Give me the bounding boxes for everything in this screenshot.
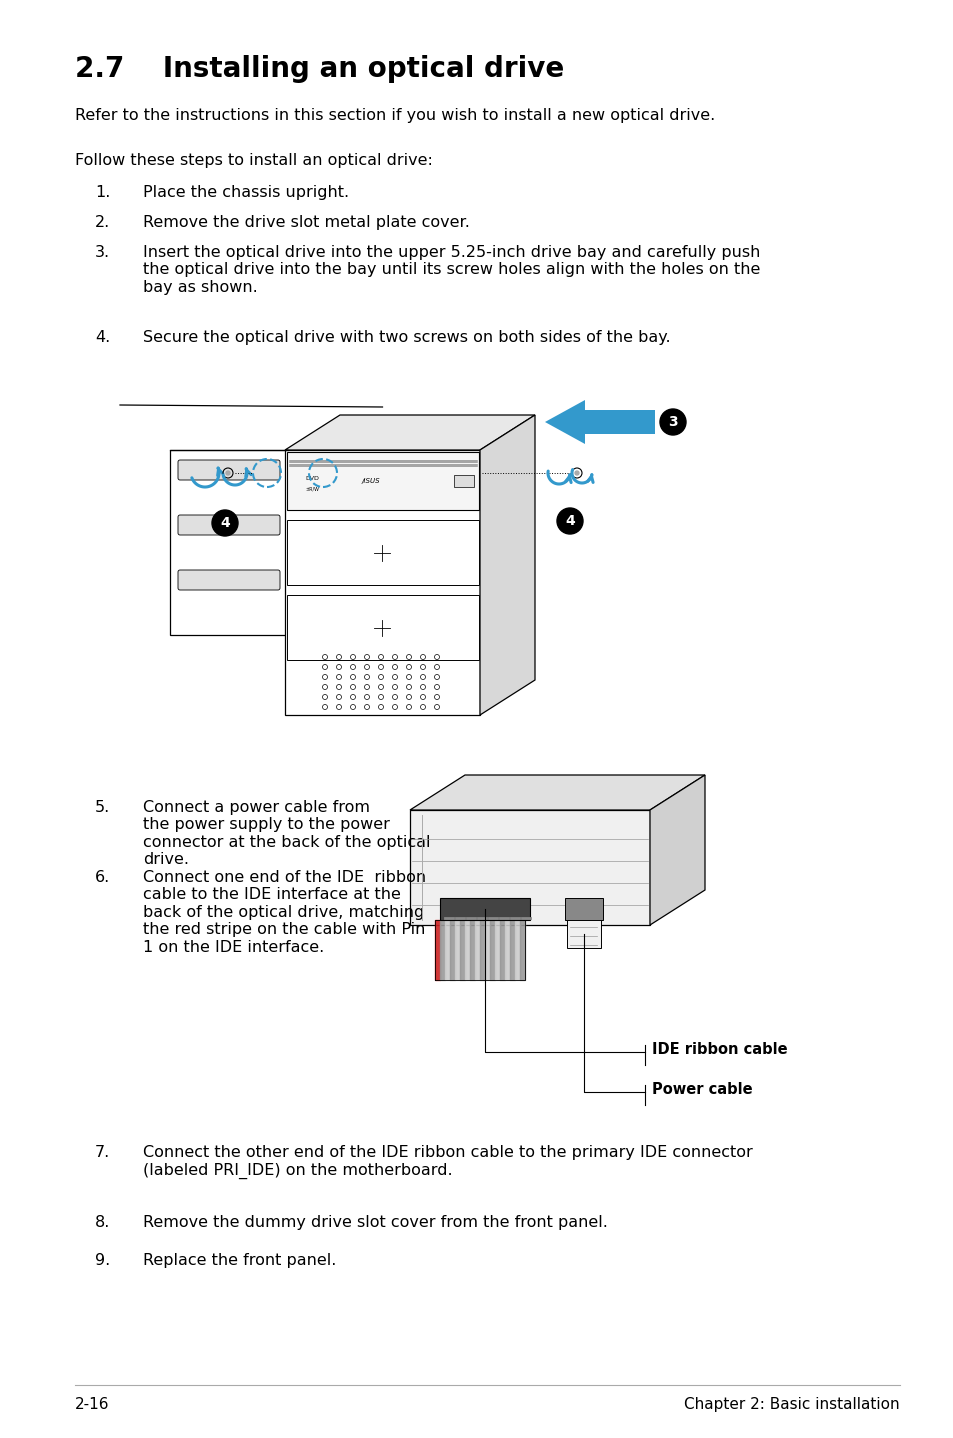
Polygon shape	[470, 920, 475, 981]
Polygon shape	[544, 400, 655, 444]
Bar	[566, 920, 600, 948]
Text: 4: 4	[220, 516, 230, 531]
Polygon shape	[495, 920, 499, 981]
Text: 3.: 3.	[95, 244, 110, 260]
Text: 4: 4	[564, 513, 575, 528]
FancyBboxPatch shape	[178, 569, 280, 590]
Text: Remove the drive slot metal plate cover.: Remove the drive slot metal plate cover.	[143, 216, 470, 230]
Polygon shape	[444, 920, 450, 981]
Bar	[287, 452, 478, 510]
Text: 2-16: 2-16	[75, 1396, 110, 1412]
Circle shape	[212, 510, 237, 536]
Text: Follow these steps to install an optical drive:: Follow these steps to install an optical…	[75, 152, 433, 168]
Circle shape	[557, 508, 582, 533]
Polygon shape	[170, 450, 288, 636]
Text: DVD: DVD	[305, 476, 318, 482]
Bar	[439, 897, 530, 920]
Circle shape	[575, 472, 578, 475]
Text: 2.: 2.	[95, 216, 111, 230]
Polygon shape	[285, 450, 479, 715]
Polygon shape	[504, 920, 510, 981]
Polygon shape	[435, 920, 439, 981]
Text: 3: 3	[667, 416, 677, 429]
Bar	[454, 475, 474, 487]
Text: ±R/W: ±R/W	[305, 486, 318, 492]
Text: Secure the optical drive with two screws on both sides of the bay.: Secure the optical drive with two screws…	[143, 329, 670, 345]
Text: Replace the front panel.: Replace the front panel.	[143, 1252, 336, 1268]
Polygon shape	[439, 920, 444, 981]
Text: /ISUS: /ISUS	[361, 477, 380, 485]
Polygon shape	[285, 416, 535, 450]
Text: 1.: 1.	[95, 186, 111, 200]
Polygon shape	[455, 920, 459, 981]
Polygon shape	[479, 416, 535, 715]
Text: 2.7    Installing an optical drive: 2.7 Installing an optical drive	[75, 55, 563, 83]
Text: 8.: 8.	[95, 1215, 111, 1229]
Text: Place the chassis upright.: Place the chassis upright.	[143, 186, 349, 200]
Polygon shape	[459, 920, 464, 981]
Text: Connect one end of the IDE  ribbon
cable to the IDE interface at the
back of the: Connect one end of the IDE ribbon cable …	[143, 870, 426, 955]
Bar	[564, 897, 602, 920]
Text: 9.: 9.	[95, 1252, 111, 1268]
FancyBboxPatch shape	[178, 515, 280, 535]
Polygon shape	[490, 920, 495, 981]
Text: Remove the dummy drive slot cover from the front panel.: Remove the dummy drive slot cover from t…	[143, 1215, 607, 1229]
Text: IDE ribbon cable: IDE ribbon cable	[651, 1043, 787, 1057]
Polygon shape	[510, 920, 515, 981]
Bar	[287, 595, 478, 660]
Polygon shape	[499, 920, 504, 981]
Text: Refer to the instructions in this section if you wish to install a new optical d: Refer to the instructions in this sectio…	[75, 108, 715, 124]
Polygon shape	[410, 775, 704, 810]
Polygon shape	[649, 775, 704, 925]
FancyBboxPatch shape	[178, 460, 280, 480]
Text: 5.: 5.	[95, 800, 111, 815]
Text: Insert the optical drive into the upper 5.25-inch drive bay and carefully push
t: Insert the optical drive into the upper …	[143, 244, 760, 295]
Text: 7.: 7.	[95, 1145, 111, 1160]
Text: 6.: 6.	[95, 870, 111, 884]
Polygon shape	[464, 920, 470, 981]
Polygon shape	[484, 920, 490, 981]
Polygon shape	[519, 920, 524, 981]
Bar	[287, 521, 478, 585]
Polygon shape	[410, 810, 649, 925]
Polygon shape	[475, 920, 479, 981]
Text: Chapter 2: Basic installation: Chapter 2: Basic installation	[683, 1396, 899, 1412]
Text: Power cable: Power cable	[651, 1083, 752, 1097]
Polygon shape	[515, 920, 519, 981]
Text: Connect the other end of the IDE ribbon cable to the primary IDE connector
(labe: Connect the other end of the IDE ribbon …	[143, 1145, 752, 1179]
Text: Connect a power cable from
the power supply to the power
connector at the back o: Connect a power cable from the power sup…	[143, 800, 430, 867]
Polygon shape	[479, 920, 484, 981]
Polygon shape	[450, 920, 455, 981]
Circle shape	[226, 472, 230, 475]
Circle shape	[659, 408, 685, 436]
Text: 4.: 4.	[95, 329, 111, 345]
